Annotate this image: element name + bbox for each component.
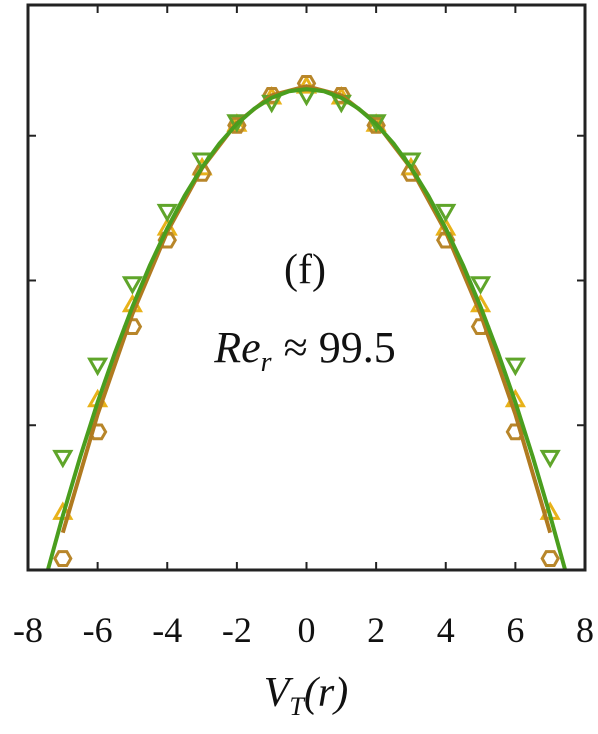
x-tick-label: -8: [13, 610, 43, 650]
data-marker: [121, 276, 144, 295]
series-line: [60, 84, 553, 534]
data-marker: [540, 550, 560, 567]
x-axis-label: VT(r): [264, 670, 348, 721]
annotation-subscript: r: [261, 347, 272, 378]
data-marker: [53, 550, 73, 567]
data-marker: [87, 357, 109, 377]
data-marker: [435, 203, 457, 223]
annotation: Rer ≈ 99.5: [213, 323, 395, 378]
x-tick-label: 0: [298, 610, 316, 650]
x-tick-label: -6: [83, 610, 113, 650]
data-marker: [192, 164, 212, 182]
data-marker: [539, 449, 561, 469]
x-tick-label: 6: [506, 610, 524, 650]
annotation-text: ≈ 99.5: [284, 323, 396, 372]
data-marker: [469, 276, 492, 295]
x-tick-label: 8: [576, 610, 594, 650]
panel-label: (f): [284, 247, 326, 293]
x-tick-label: 2: [367, 610, 385, 650]
x-tick-label: -4: [152, 610, 182, 650]
data-marker: [52, 449, 74, 469]
x-label-text: (r): [304, 670, 348, 716]
plot-area: [45, 74, 568, 570]
annotation-symbol: Re: [213, 323, 260, 372]
data-marker: [157, 231, 177, 249]
x-label-subscript: T: [289, 692, 305, 721]
data-marker: [401, 164, 421, 182]
data-marker: [156, 203, 178, 223]
x-label-symbol: V: [264, 670, 294, 716]
data-marker: [366, 116, 386, 134]
series-line: [45, 87, 568, 570]
data-marker: [504, 357, 526, 377]
x-tick-label: 4: [437, 610, 455, 650]
x-tick-label: -2: [222, 610, 252, 650]
